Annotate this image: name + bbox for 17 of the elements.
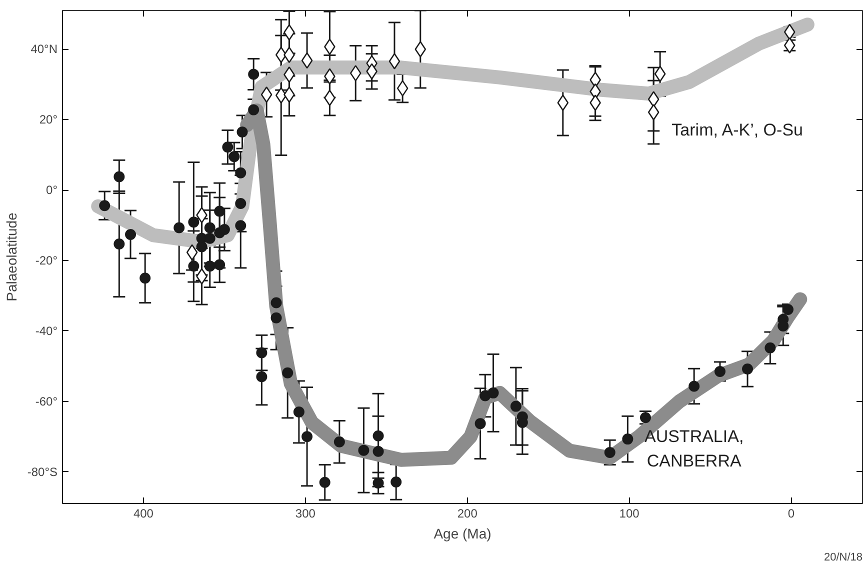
- x-tick-label: 200: [457, 506, 478, 520]
- x-tick-label: 300: [295, 506, 316, 520]
- series-label: Tarim, A-K’, O-Su: [672, 120, 803, 140]
- y-tick-label: -60°: [35, 394, 58, 408]
- x-axis-title: Age (Ma): [434, 526, 492, 542]
- x-tick-label: 100: [619, 506, 640, 520]
- y-axis-title: Palaeolatitude: [3, 212, 20, 302]
- y-tick-label: 0°: [46, 183, 58, 198]
- text: 20/N/18: [824, 552, 863, 564]
- y-tick-label: 40°N: [30, 42, 58, 56]
- series-label: AUSTRALIA, CANBERRA: [644, 427, 744, 471]
- y-tick-label: -80°S: [27, 464, 58, 479]
- y-tick-label: -40°: [35, 324, 58, 338]
- y-tick-label: -20°: [35, 254, 58, 268]
- y-tick-label: 20°: [39, 112, 58, 127]
- x-tick-label: 400: [133, 506, 154, 520]
- x-tick-label: 0: [788, 506, 795, 520]
